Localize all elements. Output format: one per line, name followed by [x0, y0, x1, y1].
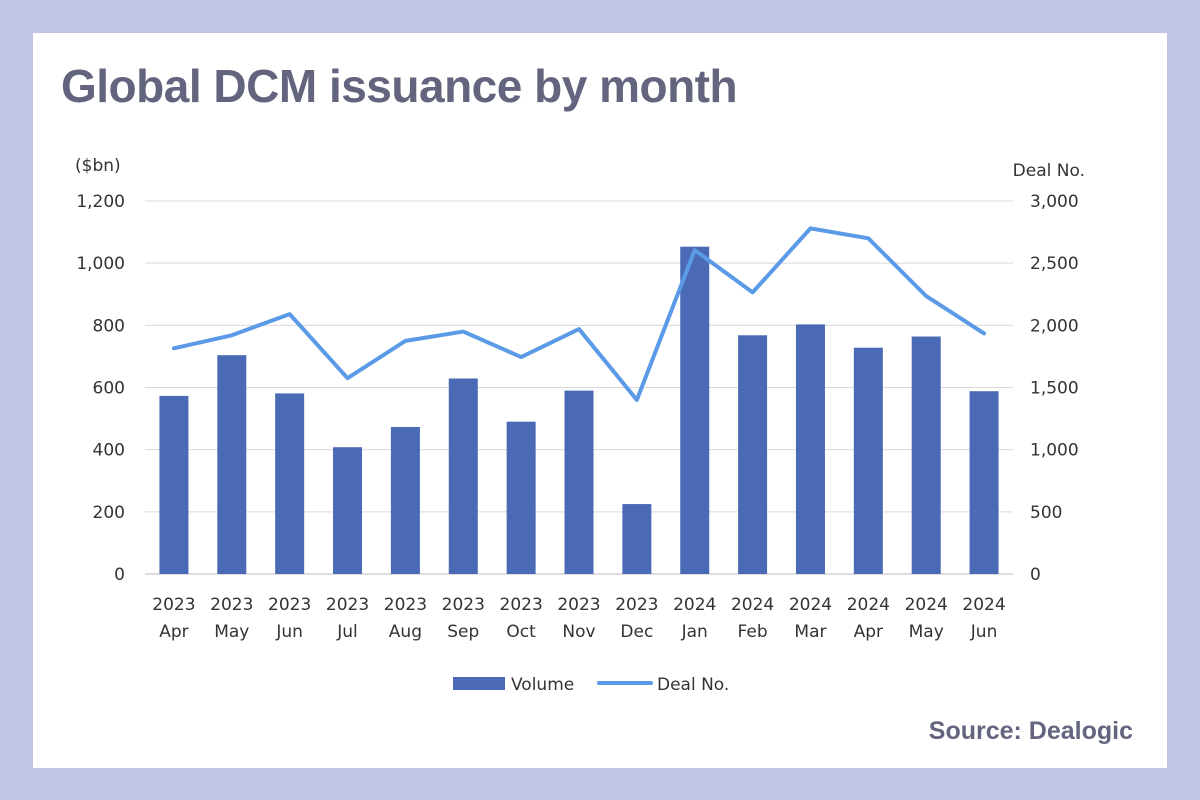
x-tick-year: 2023: [152, 595, 195, 615]
chart-title: Global DCM issuance by month: [61, 60, 738, 112]
x-tick-year: 2024: [673, 595, 716, 615]
volume-bar: [680, 246, 710, 574]
left-tick-label: 800: [93, 316, 125, 336]
volume-bar: [159, 395, 189, 574]
x-tick-month: Jun: [275, 622, 303, 642]
legend-label-volume: Volume: [511, 675, 574, 695]
x-tick-year: 2023: [557, 595, 600, 615]
volume-bar: [853, 347, 883, 574]
x-tick-month: Oct: [506, 622, 536, 642]
x-tick-year: 2024: [905, 595, 948, 615]
legend-label-deal: Deal No.: [657, 675, 729, 695]
x-tick-month: Apr: [854, 622, 883, 642]
x-tick-year: 2023: [210, 595, 253, 615]
right-axis-ticks: 0 500 1,000 1,500 2,000 2,500 3,000: [1030, 192, 1079, 585]
x-tick-month: Dec: [620, 622, 653, 642]
source-note: Source: Dealogic: [928, 717, 1133, 745]
left-tick-label: 1,200: [76, 192, 125, 212]
x-tick-year: 2023: [384, 595, 427, 615]
right-tick-label: 3,000: [1030, 192, 1079, 212]
x-tick-year: 2024: [962, 595, 1005, 615]
x-tick-month: Sep: [447, 622, 479, 642]
volume-bars: [159, 246, 999, 574]
left-tick-label: 1,000: [76, 254, 125, 274]
legend: Volume Deal No.: [453, 675, 729, 695]
left-axis-title: ($bn): [75, 156, 121, 176]
x-tick-year: 2023: [615, 595, 658, 615]
volume-bar: [738, 335, 768, 574]
x-tick-month: Jul: [336, 622, 358, 642]
right-tick-label: 500: [1030, 503, 1062, 523]
right-tick-label: 1,000: [1030, 441, 1079, 461]
deal-line: [171, 226, 987, 402]
right-axis-title: Deal No.: [1013, 161, 1085, 181]
volume-bar: [217, 355, 247, 574]
legend-swatch-volume: [453, 677, 505, 690]
combo-chart: 0 200 400 600 800 1,000 1,200 0 500 1,000 1,500 2,…: [75, 156, 1085, 695]
x-tick-year: 2024: [847, 595, 890, 615]
right-tick-label: 2,500: [1030, 254, 1079, 274]
x-tick-year: 2023: [442, 595, 485, 615]
x-tick-month: Mar: [794, 622, 826, 642]
volume-bar: [333, 447, 363, 574]
volume-bar: [795, 324, 825, 574]
volume-bar: [390, 426, 420, 574]
x-tick-month: May: [214, 622, 249, 642]
volume-bar: [275, 393, 305, 574]
volume-bar: [969, 391, 999, 574]
x-tick-month: Feb: [738, 622, 768, 642]
left-tick-label: 600: [93, 379, 125, 399]
left-tick-label: 0: [114, 565, 125, 585]
right-tick-label: 2,000: [1030, 316, 1079, 336]
x-tick-year: 2024: [731, 595, 774, 615]
x-tick-year: 2024: [789, 595, 832, 615]
x-tick-month: Jun: [970, 622, 998, 642]
x-tick-year: 2023: [326, 595, 369, 615]
x-tick-year: 2023: [268, 595, 311, 615]
x-tick-month: May: [909, 622, 944, 642]
volume-bar: [448, 378, 478, 574]
volume-bar: [622, 504, 652, 574]
left-tick-label: 200: [93, 503, 125, 523]
volume-bar: [564, 390, 594, 574]
x-tick-month: Aug: [389, 622, 422, 642]
left-axis-ticks: 0 200 400 600 800 1,000 1,200: [76, 192, 125, 585]
x-tick-month: Jan: [681, 622, 708, 642]
x-axis-ticks: 2023 Apr 2023 May 2023 Jun 2023 Jul 2023 Aug 2023 S…: [152, 595, 1005, 642]
x-tick-month: Apr: [159, 622, 188, 642]
right-tick-label: 1,500: [1030, 379, 1079, 399]
right-tick-label: 0: [1030, 565, 1041, 585]
left-tick-label: 400: [93, 441, 125, 461]
x-tick-year: 2023: [500, 595, 543, 615]
x-tick-month: Nov: [562, 622, 595, 642]
volume-bar: [911, 336, 941, 574]
deal-count-line: [171, 226, 987, 402]
chart-card: Global DCM issuance by month 0 200 400 600 8…: [33, 33, 1167, 768]
volume-bar: [506, 421, 536, 574]
